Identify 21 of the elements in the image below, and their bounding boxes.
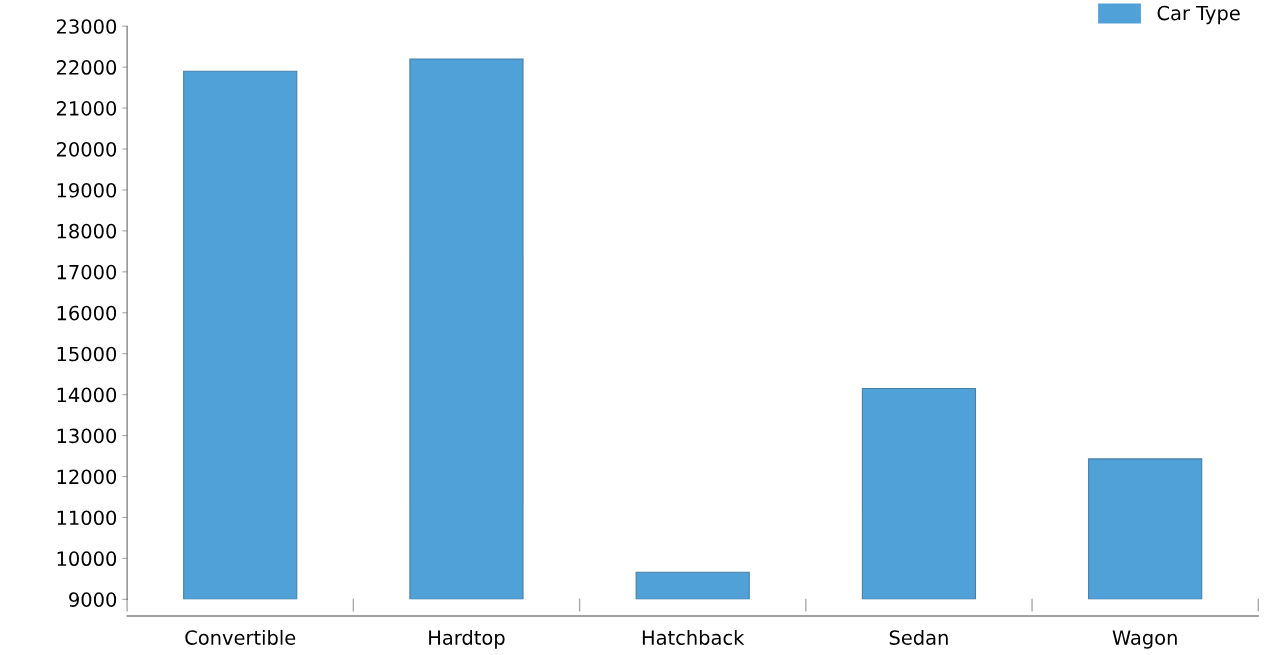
y-tick-label: 10000	[57, 551, 117, 567]
y-tick-label: 16000	[57, 305, 117, 321]
y-tick-label: 23000	[56, 19, 117, 34]
y-tick-label: 18000	[57, 223, 117, 239]
x-tick-label: Hatchback	[642, 629, 745, 645]
y-tick-label: 17000	[57, 264, 117, 280]
y-tick-label: 14000	[57, 387, 117, 403]
x-tick-label: Convertible	[185, 629, 296, 645]
x-tick-label: Hardtop	[429, 629, 505, 649]
y-tick-label: 22000	[56, 60, 117, 75]
y-tick-label: 21000	[56, 101, 117, 116]
y-tick-label: 12000	[57, 469, 117, 485]
legend-label: Car Type	[1157, 5, 1240, 25]
y-tick-label: 15000	[57, 346, 117, 362]
y-tick-label: 9000	[69, 592, 117, 607]
y-tick-label: 13000	[57, 428, 117, 444]
y-tick-label: 19000	[57, 182, 117, 198]
y-tick-label: 11000	[57, 510, 117, 526]
y-tick-label: 20000	[56, 141, 117, 157]
x-tick-label: Sedan	[889, 629, 948, 645]
x-tick-label: Wagon	[1112, 630, 1177, 649]
